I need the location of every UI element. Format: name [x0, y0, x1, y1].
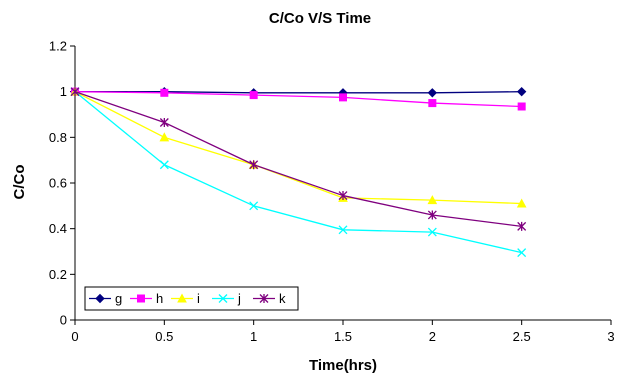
y-tick-label: 0.6	[49, 176, 67, 191]
y-tick-label: 1	[60, 84, 67, 99]
series-line-h	[74, 91, 522, 108]
x-tick-label: 3	[607, 329, 614, 344]
legend-entry-j: j	[212, 291, 241, 306]
series-h	[71, 87, 526, 111]
chart-title: C/Co V/S Time	[269, 10, 371, 27]
data-point-k	[159, 117, 169, 127]
x-tick-label: 0.5	[155, 329, 173, 344]
data-point-g	[516, 86, 527, 97]
legend-marker-j	[218, 294, 228, 303]
series-line-g	[75, 91, 522, 94]
data-point-h	[160, 88, 169, 97]
y-tick-label: 0	[60, 313, 67, 328]
data-point-j	[427, 227, 437, 237]
legend-entry-i: i	[171, 291, 200, 306]
x-tick-label: 1	[250, 329, 257, 344]
x-tick-label: 0	[71, 329, 78, 344]
x-tick-label: 2	[429, 329, 436, 344]
legend-label: j	[237, 291, 241, 306]
data-point-g	[427, 88, 438, 98]
data-point-j	[159, 160, 169, 170]
data-point-j	[249, 201, 259, 211]
data-point-k	[427, 210, 437, 220]
series-i	[70, 86, 527, 208]
data-point-h	[517, 102, 526, 111]
x-tick-label: 2.5	[513, 329, 531, 344]
y-tick-label: 1.2	[49, 39, 67, 54]
data-point-i	[427, 195, 438, 205]
data-point-k	[338, 191, 348, 201]
legend-marker-i	[177, 293, 187, 303]
data-point-i	[159, 132, 170, 142]
data-point-h	[249, 91, 258, 100]
x-axis-label: Time(hrs)	[309, 357, 377, 374]
y-axis-label: C/Co	[11, 165, 28, 200]
data-point-h	[339, 93, 347, 102]
series-line-i	[74, 91, 522, 205]
legend-entry-k: k	[253, 291, 286, 306]
series-k	[70, 87, 527, 231]
legend-label: i	[197, 291, 200, 306]
legend-marker-k	[259, 294, 269, 303]
legend-entry-h: h	[130, 291, 163, 306]
legend-label: k	[279, 291, 286, 306]
series-j	[70, 87, 527, 258]
data-point-i	[516, 198, 527, 208]
data-point-k	[517, 221, 527, 231]
y-tick-label: 0.4	[49, 221, 67, 236]
series-line-j	[74, 91, 522, 254]
legend-label: g	[115, 291, 122, 306]
data-point-k	[249, 160, 259, 170]
y-tick-label: 0.2	[49, 267, 67, 282]
data-point-j	[517, 248, 527, 258]
legend-entry-g: g	[89, 291, 122, 306]
y-tick-label: 0.8	[49, 130, 67, 145]
data-point-k	[70, 87, 80, 97]
data-point-h	[428, 99, 437, 108]
legend-marker-g	[95, 293, 105, 304]
series-line-k	[74, 91, 522, 228]
x-tick-label: 1.5	[334, 329, 352, 344]
legend-label: h	[156, 291, 163, 306]
legend-marker-h	[137, 294, 145, 303]
data-point-j	[338, 225, 348, 235]
